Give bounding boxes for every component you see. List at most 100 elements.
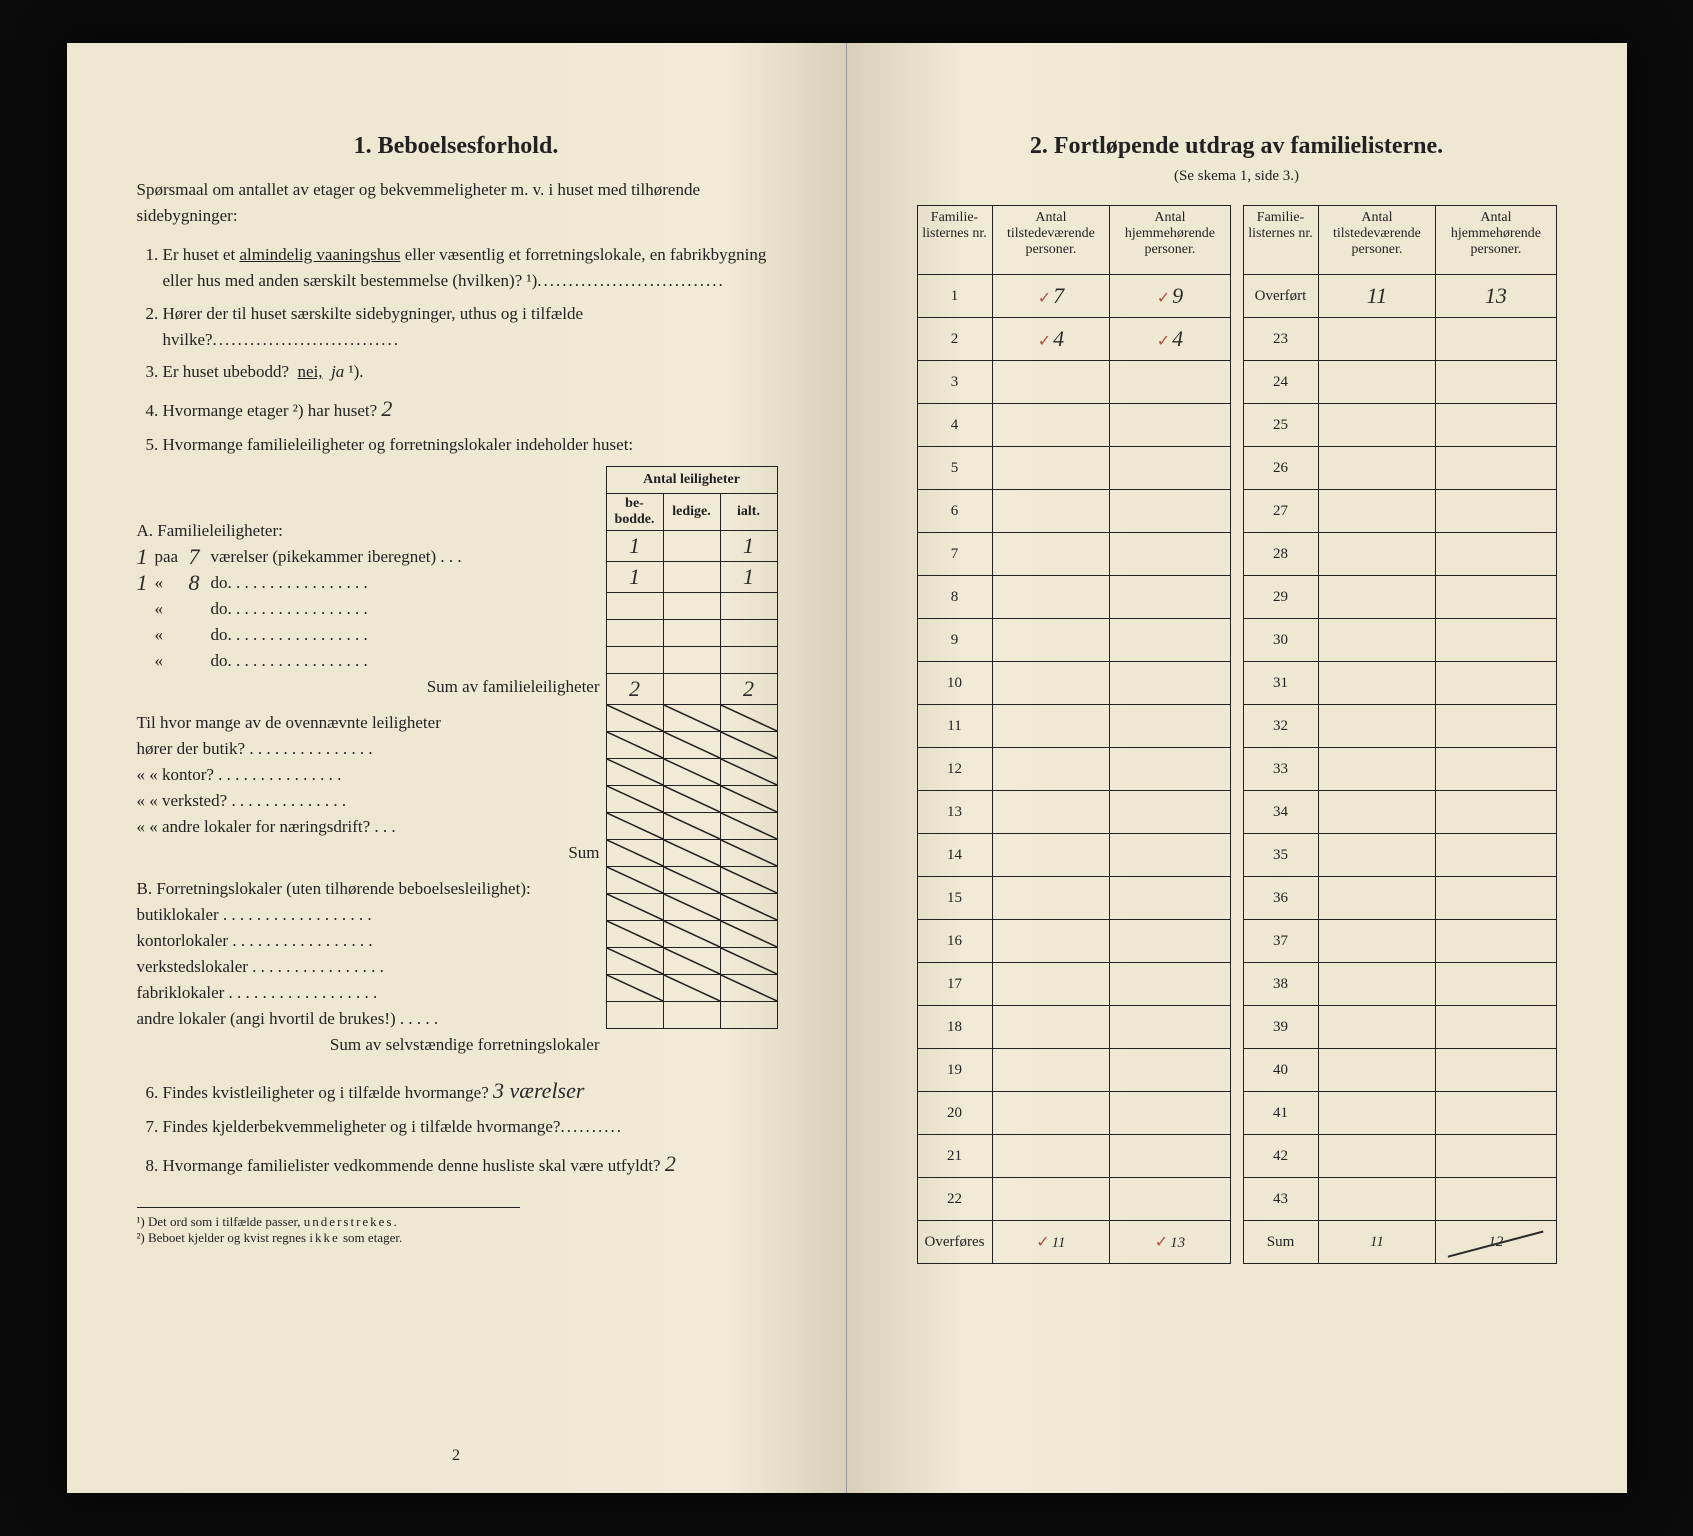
til-row: hører der butik? . . . . . . . . . . . .… <box>137 736 600 762</box>
ext-tilstede <box>1318 1006 1436 1049</box>
ext-tilstede <box>1318 1135 1436 1178</box>
til-row: « « andre lokaler for næringsdrift? . . … <box>137 814 600 840</box>
left-page: 1. Beboelsesforhold. Spørsmaal om antall… <box>67 43 847 1493</box>
ext-tilstede <box>1318 619 1436 662</box>
strike-icon <box>721 867 777 893</box>
strike-icon <box>607 705 663 731</box>
leil-ledige <box>663 562 720 593</box>
ext-h-nr-2: Familie- listernes nr. <box>1243 206 1318 275</box>
row-prefix-hand: 1 <box>137 544 155 570</box>
ext-right-row: 38 <box>1243 963 1556 1006</box>
ext-left-sum: Overføres 11 13 <box>917 1221 1230 1264</box>
ext-left-row: 8 <box>917 576 1230 619</box>
ext-left-sum-hjemme: 13 <box>1110 1221 1230 1264</box>
ext-tilstede <box>992 662 1110 705</box>
section-a-row: « do. . . . . . . . . . . . . . . . . <box>137 622 600 648</box>
ext-hjemme <box>1110 1135 1230 1178</box>
ext-tilstede <box>992 963 1110 1006</box>
ext-nr: 5 <box>917 447 992 490</box>
ext-left-row: 7 <box>917 533 1230 576</box>
leil-til-row <box>606 705 777 732</box>
leil-row: 11 <box>606 531 777 562</box>
ext-hjemme <box>1110 877 1230 920</box>
ext-tilstede <box>1318 748 1436 791</box>
ext-tilstede: 7 <box>992 275 1110 318</box>
ext-right-row: 29 <box>1243 576 1556 619</box>
row-paa: « <box>155 599 189 619</box>
ext-right-row: 30 <box>1243 619 1556 662</box>
ext-tilstede <box>992 619 1110 662</box>
ext-h-nr: Familie- listernes nr. <box>917 206 992 275</box>
ext-nr: 31 <box>1243 662 1318 705</box>
ext-hjemme <box>1436 361 1556 404</box>
section-b-sum-label: Sum av selvstændige forretningslokaler <box>137 1032 600 1058</box>
ext-tilstede <box>992 834 1110 877</box>
ext-left-row: 179 <box>917 275 1230 318</box>
leil-ledige <box>663 620 720 647</box>
leil-til-row <box>606 759 777 786</box>
ext-hjemme <box>1436 834 1556 877</box>
ext-right-row: 33 <box>1243 748 1556 791</box>
ext-right-row: 40 <box>1243 1049 1556 1092</box>
row-text: do. . . . . . . . . . . . . . . . . <box>211 651 368 671</box>
ext-nr: 12 <box>917 748 992 791</box>
row-paa: « <box>155 625 189 645</box>
ext-nr: 19 <box>917 1049 992 1092</box>
ext-right-row: 26 <box>1243 447 1556 490</box>
strike-icon <box>664 786 720 812</box>
row-num-hand: 8 <box>189 570 211 596</box>
ext-tilstede <box>992 705 1110 748</box>
leil-h-ialt: ialt. <box>720 494 777 531</box>
ext-hjemme <box>1436 447 1556 490</box>
ext-tilstede <box>1318 1092 1436 1135</box>
ext-left-row: 244 <box>917 318 1230 361</box>
ext-hjemme <box>1110 1178 1230 1221</box>
leil-bebodde: 1 <box>606 531 663 562</box>
strike-icon <box>721 921 777 947</box>
footnotes: ¹) Det ord som i tilfælde passer, unders… <box>137 1207 520 1246</box>
strike-icon <box>664 921 720 947</box>
ext-tilstede <box>992 576 1110 619</box>
section-a: A. Familieleiligheter: 1 paa7 værelser (… <box>137 466 776 1058</box>
leil-h-bebodde: be- bodde. <box>606 494 663 531</box>
ext-left-row: 9 <box>917 619 1230 662</box>
ext-nr: 9 <box>917 619 992 662</box>
section-a-row: « do. . . . . . . . . . . . . . . . . <box>137 596 600 622</box>
ext-tilstede <box>1318 533 1436 576</box>
ext-hjemme: 9 <box>1110 275 1230 318</box>
ext-nr: 43 <box>1243 1178 1318 1221</box>
ext-nr: 1 <box>917 275 992 318</box>
ext-right-row: 43 <box>1243 1178 1556 1221</box>
row-paa: « <box>155 573 189 593</box>
section-b-row: verkstedslokaler . . . . . . . . . . . .… <box>137 954 600 980</box>
row-text: værelser (pikekammer iberegnet) . . . <box>211 547 462 567</box>
leil-row <box>606 593 777 620</box>
left-title: 1. Beboelsesforhold. <box>137 133 776 160</box>
strike-icon <box>721 705 777 731</box>
leil-til-row <box>606 732 777 759</box>
ext-nr: 41 <box>1243 1092 1318 1135</box>
ext-hjemme <box>1110 748 1230 791</box>
ext-hjemme <box>1436 1135 1556 1178</box>
questions-list: Er huset et almindelig vaaningshus eller… <box>137 242 776 458</box>
ext-tilstede <box>992 1049 1110 1092</box>
ext-hjemme <box>1436 662 1556 705</box>
ext-hjemme <box>1110 619 1230 662</box>
ext-tilstede <box>992 490 1110 533</box>
ext-hjemme <box>1436 1049 1556 1092</box>
section-a-row: « do. . . . . . . . . . . . . . . . . <box>137 648 600 674</box>
left-intro: Spørsmaal om antallet av etager og bekve… <box>137 177 776 228</box>
ext-right-sum-tilstede: 11 <box>1318 1221 1436 1264</box>
leil-ialt <box>720 647 777 674</box>
ext-hjemme <box>1110 1006 1230 1049</box>
ext-hjemme <box>1436 748 1556 791</box>
ext-nr: 38 <box>1243 963 1318 1006</box>
q4: Hvormange etager ²) har huset? 2 <box>163 392 776 426</box>
ext-right-sum-hjemme: 12 <box>1436 1221 1556 1264</box>
ext-right-sum: Sum 11 12 <box>1243 1221 1556 1264</box>
row-text: do. . . . . . . . . . . . . . . . . <box>211 573 368 593</box>
ext-h-tilstede-2: Antal tilstedeværende personer. <box>1318 206 1436 275</box>
leil-bebodde: 1 <box>606 562 663 593</box>
ext-nr: 30 <box>1243 619 1318 662</box>
ext-nr: 2 <box>917 318 992 361</box>
